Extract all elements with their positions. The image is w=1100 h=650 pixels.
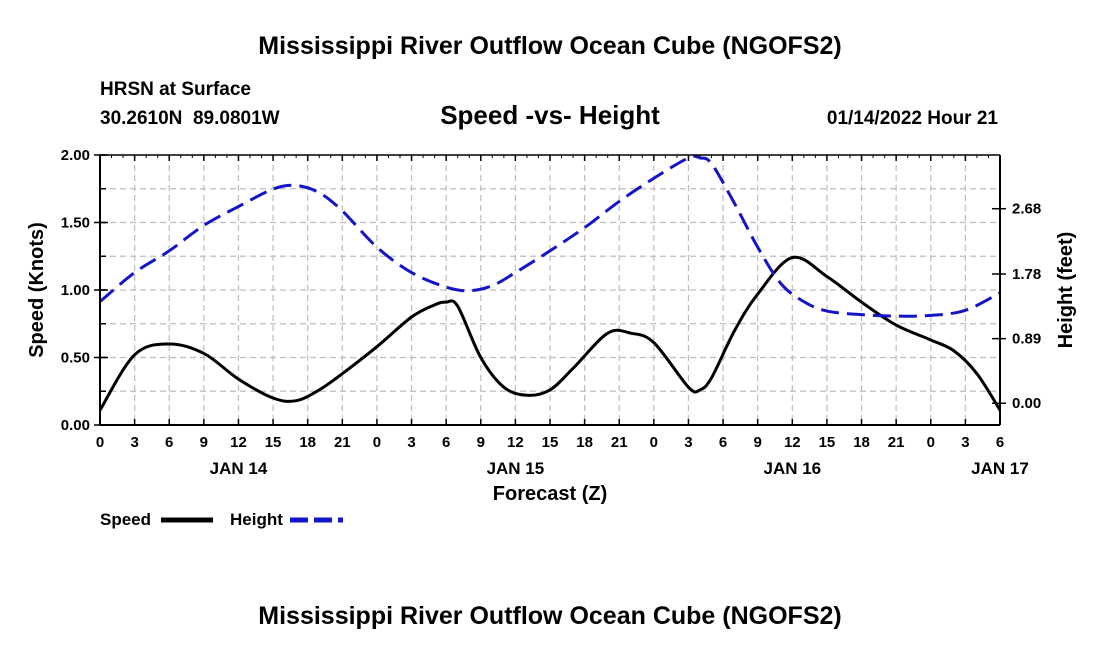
x-tick-label: 3 (407, 434, 415, 451)
x-tick-label: 0 (373, 434, 381, 451)
left-tick-label: 2.00 (61, 147, 90, 164)
x-tick-label: 18 (299, 434, 316, 451)
x-axis-label: Forecast (Z) (493, 483, 607, 505)
station-label: HRSN at Surface (100, 79, 251, 100)
left-axis-ticks: 0.00 0.50 1.00 1.50 2.00 (61, 147, 108, 434)
x-tick-label: 12 (230, 434, 247, 451)
datetime-label: 01/14/2022 Hour 21 (827, 108, 999, 129)
date-label: JAN 16 (763, 459, 821, 478)
left-tick-label: 0.50 (61, 350, 90, 367)
left-tick-label: 0.00 (61, 417, 90, 434)
x-tick-label: 12 (507, 434, 524, 451)
x-tick-label: 15 (819, 434, 836, 451)
date-label: JAN 14 (210, 459, 268, 478)
left-tick-label: 1.50 (61, 215, 90, 232)
x-tick-label: 6 (719, 434, 727, 451)
x-tick-label: 9 (477, 434, 485, 451)
x-tick-label: 15 (542, 434, 559, 451)
date-label: JAN 15 (487, 459, 545, 478)
gridlines (100, 155, 1000, 425)
legend: Speed Height (100, 510, 343, 529)
x-tick-label: 9 (754, 434, 762, 451)
right-axis-ticks: 0.00 0.89 1.78 2.68 (992, 201, 1041, 412)
x-tick-label: 9 (200, 434, 208, 451)
x-tick-label: 18 (576, 434, 593, 451)
legend-label-height: Height (230, 510, 283, 529)
x-tick-label: 6 (442, 434, 450, 451)
x-axis-ticks: 0 3 6 9 12 15 18 21 0 3 6 9 12 15 18 21 0 3 6 9 12 15 18 21 0 3 6 (96, 155, 1004, 451)
left-tick-label: 1.00 (61, 282, 90, 299)
x-tick-label: 3 (961, 434, 969, 451)
x-tick-label: 18 (853, 434, 870, 451)
x-tick-label: 0 (96, 434, 104, 451)
right-tick-label: 2.68 (1012, 201, 1041, 218)
x-axis-date-labels: JAN 14 JAN 15 JAN 16 JAN 17 (210, 459, 1029, 478)
x-tick-label: 15 (265, 434, 282, 451)
x-tick-label: 0 (927, 434, 935, 451)
x-tick-label: 21 (888, 434, 905, 451)
footer-title: Mississippi River Outflow Ocean Cube (NG… (258, 602, 841, 630)
series-line-speed (98, 255, 1002, 411)
right-tick-label: 1.78 (1012, 266, 1041, 283)
right-tick-label: 0.00 (1012, 395, 1041, 412)
x-tick-label: 3 (684, 434, 692, 451)
x-tick-label: 21 (334, 434, 351, 451)
x-tick-label: 0 (650, 434, 658, 451)
y-axis-left-label: Speed (Knots) (26, 222, 48, 358)
date-label: JAN 17 (971, 459, 1029, 478)
chart-title: Mississippi River Outflow Ocean Cube (NG… (258, 32, 841, 60)
chart-subtitle: Speed -vs- Height (440, 100, 660, 130)
y-axis-right-label: Height (feet) (1055, 232, 1077, 349)
series-line-height (99, 154, 1001, 318)
series-lines (98, 154, 1002, 411)
location-label: 30.2610N 89.0801W (100, 108, 280, 129)
right-tick-label: 0.89 (1012, 331, 1041, 348)
x-tick-label: 6 (165, 434, 173, 451)
x-tick-label: 3 (130, 434, 138, 451)
x-tick-label: 12 (784, 434, 801, 451)
x-tick-label: 21 (611, 434, 628, 451)
legend-label-speed: Speed (100, 510, 151, 529)
x-tick-label: 6 (996, 434, 1004, 451)
